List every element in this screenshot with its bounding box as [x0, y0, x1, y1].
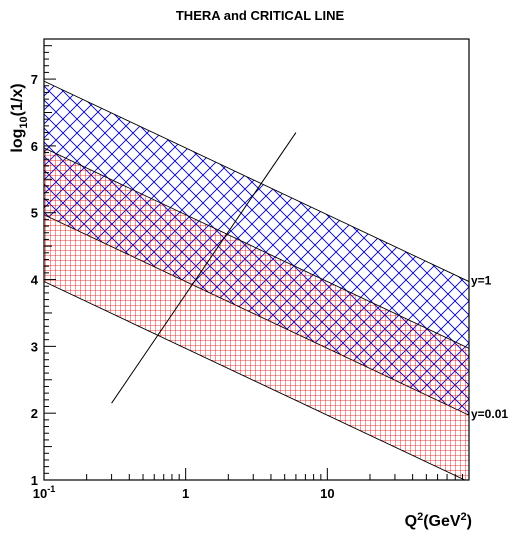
y-axis-label: log10(1/x) — [9, 83, 30, 152]
x-tick-label: 10-1 — [33, 484, 55, 501]
y-axis-ticks: 1 2 3 4 5 6 7 — [31, 45, 56, 488]
chart-title: THERA and CRITICAL LINE — [176, 8, 345, 23]
band-label: y=0.01 — [471, 407, 508, 421]
y-tick-label: 7 — [31, 72, 38, 87]
critical-line — [111, 132, 297, 404]
y-tick-label: 2 — [31, 406, 38, 421]
band-fill-1 — [44, 147, 469, 480]
bands-layer — [44, 80, 469, 480]
x-tick-label: 10 — [320, 486, 334, 501]
band-1-upper-edge — [44, 147, 469, 349]
x-tick-label: 1 — [182, 486, 189, 501]
y-tick-label: 4 — [31, 273, 39, 288]
band-labels: y=1 y=0.01 — [471, 274, 508, 422]
band-1-lower-edge — [44, 281, 466, 480]
band-label: y=1 — [471, 274, 492, 288]
y-tick-label: 1 — [31, 473, 38, 488]
y-tick-label: 6 — [31, 139, 38, 154]
y-tick-label: 3 — [31, 339, 38, 354]
band-0-upper-edge — [44, 80, 469, 282]
x-axis-label: Q2(GeV2) — [405, 511, 472, 530]
x-axis-ticks: 10-1 1 10 — [33, 468, 464, 501]
y-tick-label: 5 — [31, 206, 38, 221]
critical-line-layer — [111, 132, 297, 404]
